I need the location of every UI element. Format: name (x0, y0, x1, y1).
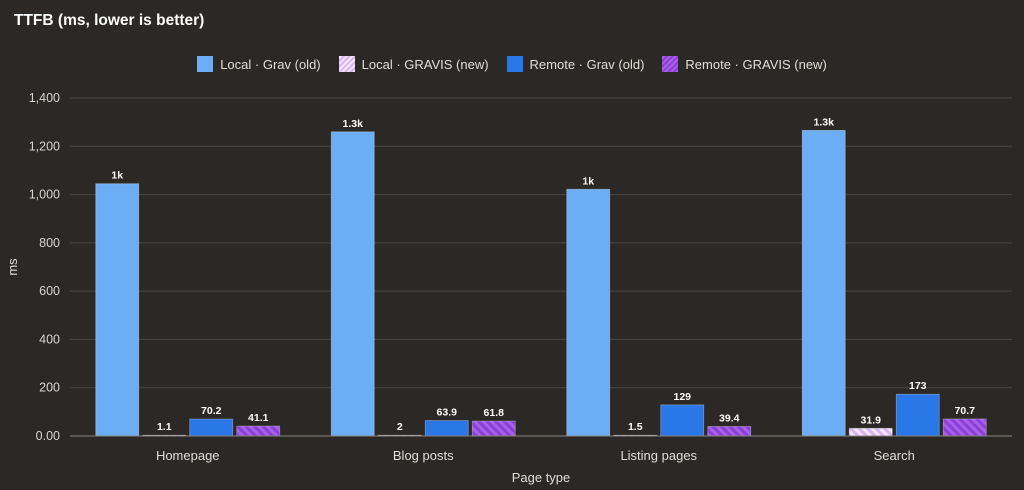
x-axis-title: Page type (512, 470, 571, 485)
data-label: 173 (909, 380, 927, 392)
y-tick-label: 200 (39, 381, 60, 395)
bar-remote_new-2[interactable] (707, 426, 752, 437)
y-tick-label: 1,000 (29, 188, 60, 202)
data-label: 70.2 (201, 405, 222, 417)
y-axis-title: ms (5, 258, 20, 276)
bar-remote_new-0[interactable] (236, 425, 281, 437)
data-label: 1k (582, 175, 594, 187)
grid-layer (70, 97, 1012, 437)
x-tick-label: Search (874, 448, 915, 463)
data-label: 1.5 (628, 421, 643, 433)
bar-local_old-0[interactable] (95, 183, 140, 437)
legend-item-remote_new[interactable]: Remote · GRAVIS (new) (662, 56, 827, 72)
y-tick-label: 0.00 (36, 429, 60, 443)
bar-remote_old-2[interactable] (660, 404, 705, 437)
legend-label: Local · Grav (old) (220, 56, 321, 72)
data-label: 1.1 (157, 421, 172, 433)
bar-remote_new-3[interactable] (942, 418, 987, 437)
x-tick-label: Homepage (156, 448, 220, 463)
bar-local_old-2[interactable] (566, 188, 611, 437)
legend-swatch (338, 56, 355, 72)
y-tick-label: 1,200 (29, 139, 60, 153)
data-label: 63.9 (437, 407, 458, 419)
legend-label: Remote · Grav (old) (529, 56, 645, 72)
legend-swatch (506, 56, 523, 72)
legend-swatch (197, 56, 214, 72)
bar-local_old-1[interactable] (330, 131, 375, 437)
data-label: 129 (673, 391, 691, 403)
legend-label: Remote · GRAVIS (new) (685, 56, 827, 72)
bar-remote_old-3[interactable] (895, 393, 940, 437)
data-label: 39.4 (719, 412, 740, 424)
y-tick-label: 600 (39, 284, 60, 298)
data-label: 41.1 (248, 412, 269, 424)
legend-swatch (662, 56, 679, 72)
x-tick-label: Blog posts (393, 448, 454, 463)
labels-layer: 1k 1.1 70.2 41.1 1.3k 2 63.9 61.8 1k 1.5 129 39.4 1.… (111, 116, 975, 433)
chart-title: TTFB (ms, lower is better) (14, 12, 205, 29)
legend: Local · Grav (old) Local · GRAVIS (new) Re… (0, 56, 1024, 72)
axes-layer: 0.00 200 400 600 800 1,000 1,200 1,400 Homepage B… (5, 91, 1012, 485)
data-label: 31.9 (861, 414, 882, 426)
legend-label: Local · GRAVIS (new) (361, 56, 489, 72)
bar-local_old-3[interactable] (801, 129, 846, 437)
data-label: 1.3k (343, 118, 364, 130)
y-tick-label: 1,400 (29, 91, 60, 105)
y-tick-label: 800 (39, 236, 60, 250)
data-label: 70.7 (955, 405, 976, 417)
bar-remote_old-0[interactable] (189, 418, 234, 437)
x-tick-label: Listing pages (620, 448, 697, 463)
bar-remote_new-1[interactable] (471, 420, 516, 437)
data-label: 2 (397, 421, 403, 433)
bars-layer (95, 129, 987, 437)
bar-local_new-3[interactable] (848, 427, 893, 437)
bar-remote_old-1[interactable] (424, 420, 469, 437)
data-label: 1.3k (814, 116, 835, 128)
data-label: 1k (111, 170, 123, 182)
legend-item-local_new[interactable]: Local · GRAVIS (new) (338, 56, 489, 72)
legend-item-remote_old[interactable]: Remote · Grav (old) (506, 56, 645, 72)
legend-item-local_old[interactable]: Local · Grav (old) (197, 56, 321, 72)
data-label: 61.8 (484, 407, 505, 419)
y-tick-label: 400 (39, 332, 60, 346)
